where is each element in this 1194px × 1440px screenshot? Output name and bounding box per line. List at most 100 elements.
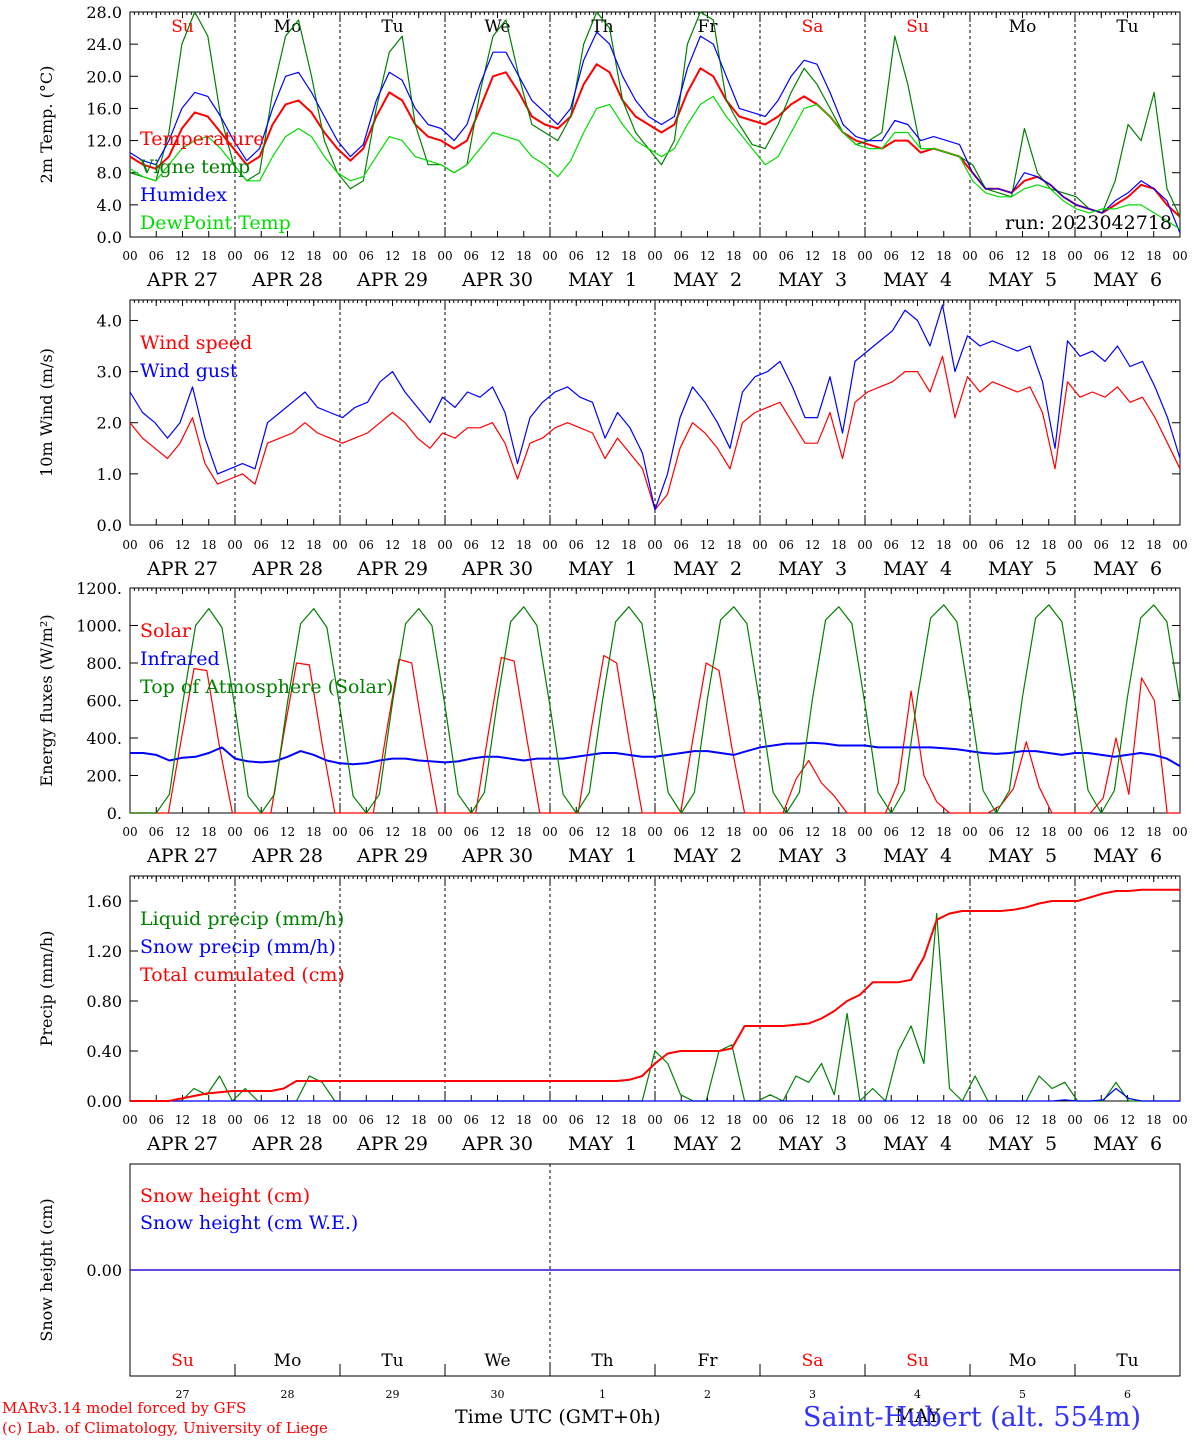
hour-label: 18	[306, 538, 321, 552]
hour-label: 00	[122, 538, 137, 552]
y-tick-label: 3.0	[97, 363, 122, 382]
plot-frame	[129, 299, 1181, 526]
y-tick-label: 16.0	[86, 99, 122, 118]
y-tick-label: 28.0	[86, 3, 122, 22]
hour-label: 12	[385, 538, 400, 552]
hour-label: 12	[280, 825, 295, 839]
hour-label: 06	[1094, 825, 1109, 839]
y-axis-title: 2m Temp. (°C)	[37, 66, 56, 184]
hour-label: 06	[989, 538, 1004, 552]
day-name: Mo	[1009, 1351, 1037, 1371]
hour-label: 00	[1172, 249, 1187, 263]
hour-label: 18	[201, 249, 216, 263]
legend-entry: Liquid precip (mm/h)	[140, 908, 344, 930]
hour-label: 18	[936, 1113, 951, 1127]
hour-label: 18	[726, 538, 741, 552]
hour-label: 00	[542, 538, 557, 552]
date-label: MAY 4	[883, 269, 952, 291]
series-line	[129, 304, 1181, 511]
date-label: APR 30	[461, 1133, 533, 1155]
panel-2: 0.0 1.0 2.0 3.0 4.0 10m Wind (m/s) 00 06 12 18 APR…	[37, 299, 1188, 580]
hour-label: 06	[779, 249, 794, 263]
hour-label: 06	[779, 825, 794, 839]
panel-4: 0.00 0.40 0.80 1.20 1.60 Precip (mm/h) 00 06 12 1…	[37, 875, 1188, 1155]
hour-label: 18	[411, 249, 426, 263]
hour-label: 12	[910, 249, 925, 263]
hour-label: 12	[910, 538, 925, 552]
hour-label: 12	[805, 538, 820, 552]
hour-label: 06	[464, 825, 479, 839]
hour-label: 06	[254, 538, 269, 552]
hour-label: 06	[989, 249, 1004, 263]
hour-label: 06	[1094, 1113, 1109, 1127]
date-label: APR 29	[356, 558, 428, 580]
hour-label: 12	[595, 249, 610, 263]
date-label: MAY 6	[1093, 1133, 1162, 1155]
hour-label: 12	[910, 1113, 925, 1127]
day-number: 5	[1019, 1388, 1026, 1401]
date-label: MAY 1	[568, 1133, 637, 1155]
hour-label: 12	[1015, 1113, 1030, 1127]
hour-label: 18	[201, 538, 216, 552]
day-name: Su	[906, 1351, 929, 1371]
hour-label: 18	[726, 1113, 741, 1127]
date-label: MAY 1	[568, 558, 637, 580]
hour-label: 06	[254, 825, 269, 839]
hour-label: 00	[752, 825, 767, 839]
series-line	[129, 11, 1181, 218]
day-number: 6	[1124, 1388, 1131, 1401]
hour-label: 18	[621, 825, 636, 839]
hour-label: 00	[1067, 538, 1082, 552]
y-tick-label: 0.0	[97, 228, 122, 247]
month-label: MAY	[895, 1405, 940, 1427]
day-number: 29	[386, 1388, 400, 1401]
series-line	[129, 31, 1181, 234]
date-label: MAY 3	[778, 845, 847, 867]
hour-label: 00	[437, 249, 452, 263]
hour-label: 00	[752, 249, 767, 263]
y-tick-label: 600.	[86, 692, 122, 711]
hour-label: 12	[805, 1113, 820, 1127]
date-label: MAY 5	[988, 269, 1057, 291]
hour-label: 18	[621, 249, 636, 263]
day-name: Su	[171, 1351, 194, 1371]
hour-label: 18	[516, 249, 531, 263]
hour-label: 06	[779, 1113, 794, 1127]
hour-label: 06	[674, 825, 689, 839]
hour-label: 12	[1120, 249, 1135, 263]
legend-entry: Humidex	[140, 184, 227, 206]
hour-label: 00	[332, 1113, 347, 1127]
hour-label: 12	[595, 1113, 610, 1127]
hour-label: 18	[726, 825, 741, 839]
hour-label: 06	[884, 1113, 899, 1127]
hour-label: 06	[149, 1113, 164, 1127]
hour-label: 00	[542, 825, 557, 839]
hour-label: 06	[464, 1113, 479, 1127]
date-label: MAY 4	[883, 558, 952, 580]
hour-label: 06	[779, 538, 794, 552]
day-name: Mo	[274, 17, 302, 37]
hour-label: 18	[516, 1113, 531, 1127]
hour-label: 12	[595, 538, 610, 552]
hour-label: 00	[542, 1113, 557, 1127]
y-tick-label: 12.0	[86, 132, 122, 151]
date-label: APR 28	[251, 1133, 323, 1155]
date-label: MAY 5	[988, 558, 1057, 580]
hour-label: 12	[1120, 1113, 1135, 1127]
date-label: MAY 4	[883, 845, 952, 867]
hour-label: 18	[726, 249, 741, 263]
hour-label: 06	[569, 825, 584, 839]
hour-label: 06	[989, 1113, 1004, 1127]
hour-label: 18	[516, 825, 531, 839]
hour-label: 06	[254, 1113, 269, 1127]
day-name: Su	[906, 17, 929, 37]
hour-label: 00	[332, 249, 347, 263]
hour-label: 18	[936, 249, 951, 263]
hour-label: 06	[989, 825, 1004, 839]
hour-label: 12	[1015, 825, 1030, 839]
y-axis-title: Snow height (cm)	[37, 1198, 56, 1341]
day-name: Fr	[698, 1351, 719, 1371]
hour-label: 00	[857, 1113, 872, 1127]
hour-label: 00	[227, 1113, 242, 1127]
y-tick-label: 1200.	[76, 579, 122, 598]
